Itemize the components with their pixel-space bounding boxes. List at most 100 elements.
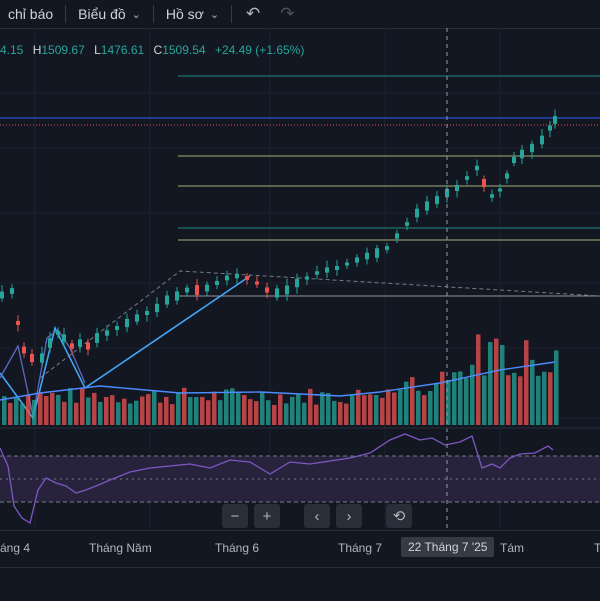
volume-bar [404,381,409,425]
volume-bar [296,394,301,425]
volume-bar [464,378,469,425]
volume-bar [92,392,97,425]
chart-navigation: − + ‹ › ⟲ [222,504,412,528]
indicators-button[interactable]: chỉ báo [0,0,61,28]
volume-bar [290,396,295,425]
candle-body [195,285,199,295]
top-toolbar: chỉ báo Biểu đồ ⌄ Hồ sơ ⌄ ↶ ↷ [0,0,600,29]
volume-bar [512,372,517,425]
zoom-out-button[interactable]: − [222,504,248,528]
profile-menu-label: Hồ sơ [165,6,204,22]
scroll-left-button[interactable]: ‹ [304,504,330,528]
scroll-right-button[interactable]: › [336,504,362,528]
chart-menu-label: Biểu đồ [78,6,126,22]
candle-body [445,188,449,198]
candle-body [78,339,82,347]
candle-body [395,233,399,239]
candle-body [305,276,309,280]
volume-bar [332,400,337,425]
volume-bar [26,394,31,425]
volume-bar [476,334,481,425]
open-value: 4.15 [0,43,24,57]
volume-bar [236,391,241,425]
time-axis-label: Tháng Năm [89,541,152,555]
candle-body [355,257,359,263]
volume-bar [128,403,133,425]
candle-body [548,125,552,131]
time-axis-label: Tháng 7 [338,541,383,555]
candle-body [435,195,439,205]
volume-bar [452,372,457,425]
volume-bar [134,400,139,425]
volume-bar [170,404,175,425]
candle-body [335,265,339,271]
volume-bar [80,387,85,425]
volume-bar [278,394,283,425]
volume-bar [38,393,43,425]
volume-bar [266,400,271,425]
price-chart[interactable] [0,28,600,530]
toolbar-divider [231,5,233,23]
volume-bar [458,371,463,425]
volume-bar [20,403,25,425]
volume-bar [428,390,433,425]
ohlc-legend: 4.15 H1509.67 L1476.61 C1509.54 +24.49 (… [0,43,310,57]
volume-ma-line [0,361,556,401]
close-key: C [153,43,163,57]
volume-bar [86,397,91,425]
volume-bar [116,402,121,425]
redo-icon[interactable]: ↷ [280,4,295,23]
candle-body [225,275,229,281]
volume-bar [200,396,205,425]
low-value: 1476.61 [100,43,145,57]
indicators-label: chỉ báo [8,6,54,22]
candle-body [0,291,4,299]
volume-bar [182,387,187,425]
volume-bar [122,398,127,425]
candle-body [56,331,60,335]
volume-bar [368,394,373,425]
candle-body [385,246,389,250]
volume-bar [320,392,325,425]
volume-bar [188,397,193,425]
volume-bar [140,396,145,425]
volume-bar [2,396,7,425]
candle-body [215,280,219,286]
candle-body [135,314,139,322]
volume-bar [62,401,67,425]
time-axis-label: áng 4 [0,541,31,555]
undo-icon[interactable]: ↶ [246,4,261,23]
time-axis[interactable]: áng 4 Tháng Năm Tháng 6 Tháng 7 Tám T 22… [0,530,600,567]
candle-body [185,287,189,293]
volume-bar [104,396,109,425]
volume-bar [392,392,397,425]
volume-bar [242,395,247,425]
volume-bar [248,399,253,425]
zoom-in-button[interactable]: + [254,504,280,528]
volume-bar [548,372,553,425]
volume-bar [326,393,331,425]
volume-bar [218,400,223,425]
candle-body [48,338,52,348]
volume-bar [542,371,547,425]
bottom-panel [0,567,600,601]
candle-body [415,208,419,218]
candle-body [295,278,299,288]
crosshair-date-label: 22 Tháng 7 '25 [401,537,495,557]
candle-body [275,288,279,298]
candle-body [405,222,409,226]
volume-bar [434,382,439,425]
volume-bar [284,403,289,425]
profile-menu-button[interactable]: Hồ sơ ⌄ [158,0,227,28]
toolbar-divider [65,5,67,23]
volume-bar [194,397,199,425]
candle-body [22,346,26,354]
reset-chart-button[interactable]: ⟲ [386,504,412,528]
volume-bar [530,359,535,425]
chart-menu-button[interactable]: Biểu đồ ⌄ [70,0,149,28]
time-axis-label: Tám [500,541,524,555]
candle-body [125,318,129,328]
volume-bar [338,401,343,425]
candle-body [490,194,494,198]
volume-bar [506,375,511,425]
